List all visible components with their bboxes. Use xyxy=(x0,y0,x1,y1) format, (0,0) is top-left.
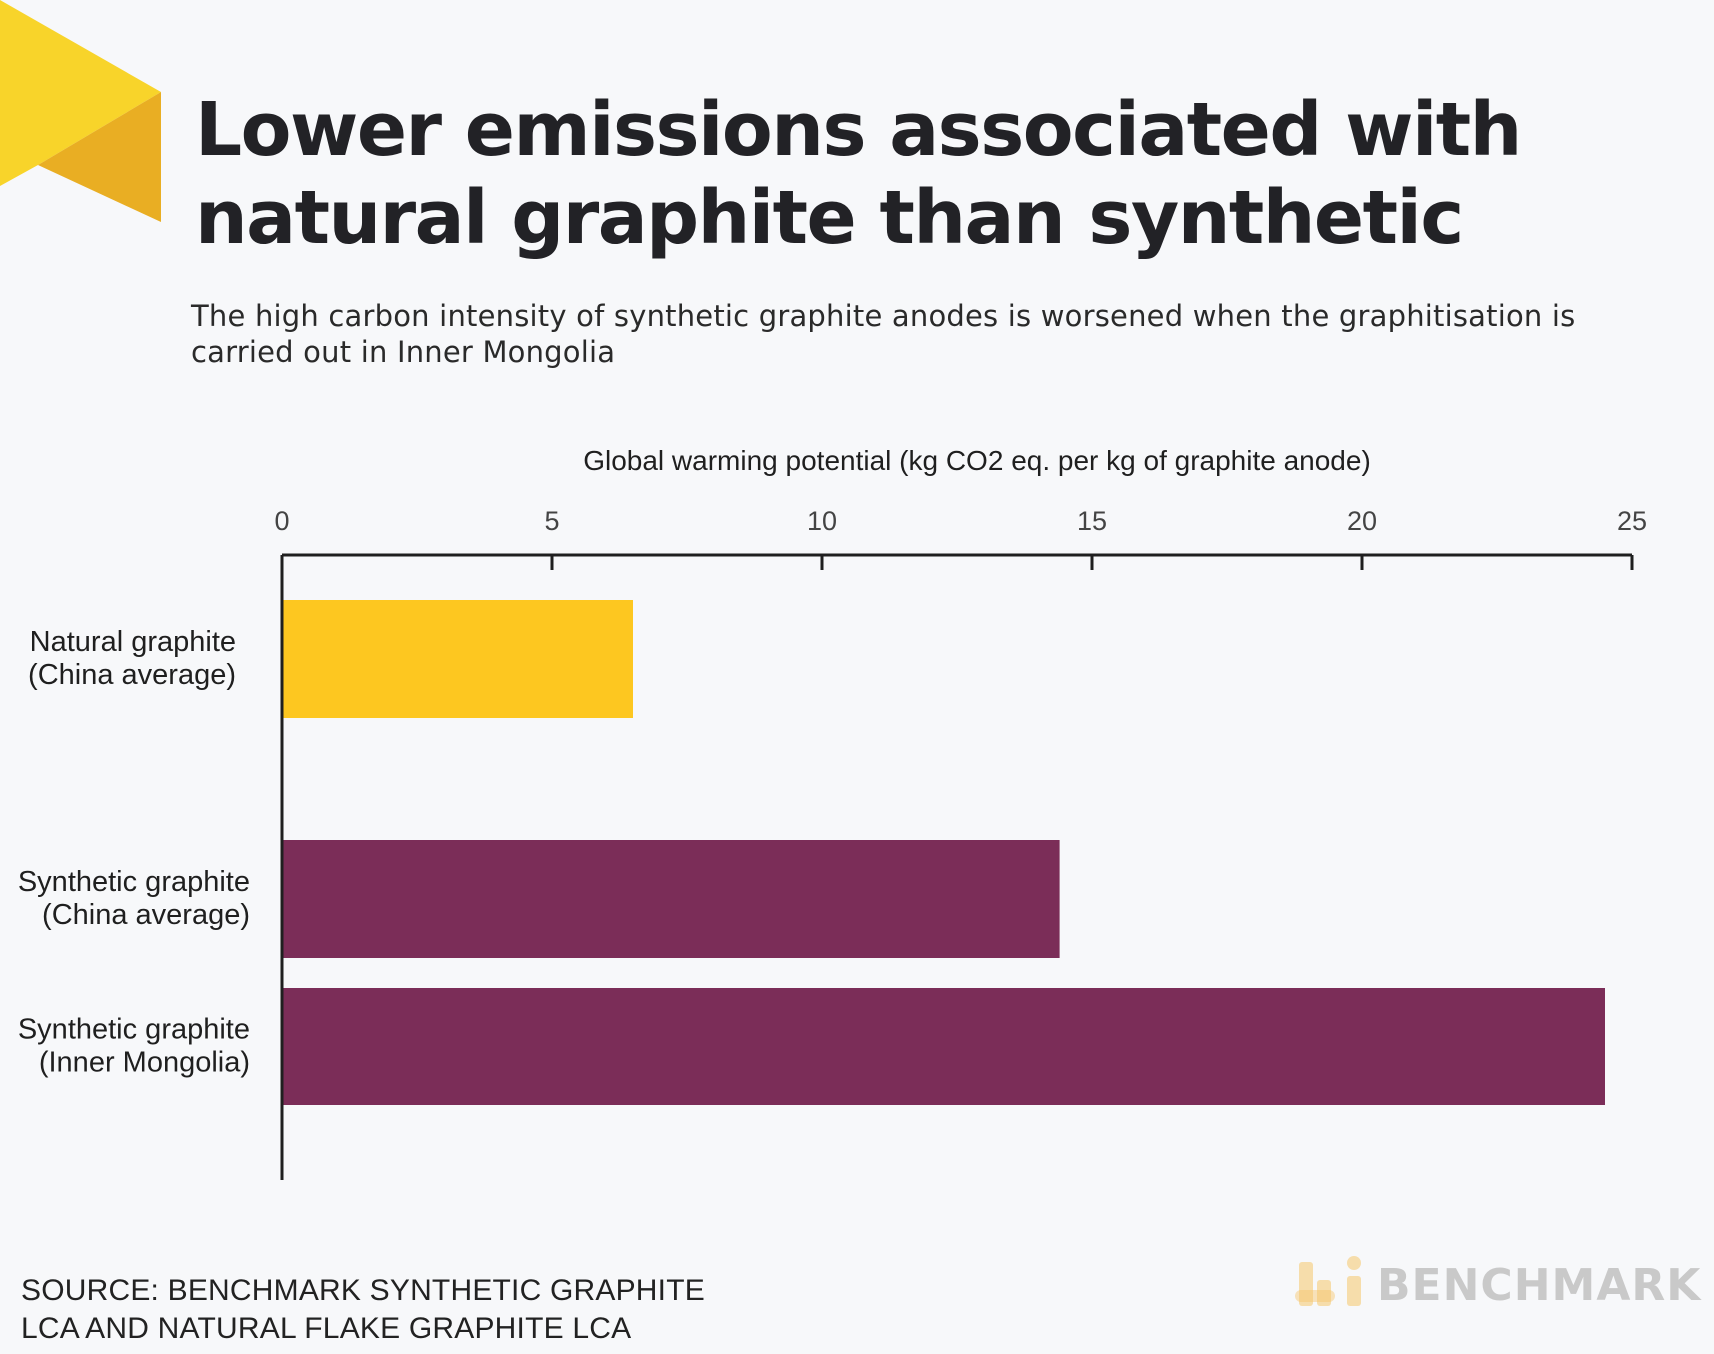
category-label-2-line-2: (China average) xyxy=(42,899,250,931)
deco-triangle-light xyxy=(0,0,161,186)
category-label-1-line-1: Natural graphite xyxy=(30,626,236,658)
category-label-3-line-1: Synthetic graphite xyxy=(18,1014,250,1046)
source-line-2: LCA AND NATURAL FLAKE GRAPHITE LCA xyxy=(21,1312,632,1345)
bar-3 xyxy=(283,988,1605,1105)
page-subtitle: The high carbon intensity of synthetic g… xyxy=(191,299,1576,369)
bar-1 xyxy=(283,600,633,718)
source-note: SOURCE: BENCHMARK SYNTHETIC GRAPHITE LCA… xyxy=(21,1272,705,1348)
bar-chart: Global warming potential (kg CO2 eq. per… xyxy=(18,445,1647,1180)
category-label-1-line-2: (China average) xyxy=(28,659,236,691)
corner-decoration xyxy=(0,0,161,222)
category-label-3-line-2: (Inner Mongolia) xyxy=(39,1047,250,1079)
x-axis-label: Global warming potential (kg CO2 eq. per… xyxy=(583,445,1371,476)
source-line-1: SOURCE: BENCHMARK SYNTHETIC GRAPHITE xyxy=(21,1274,705,1307)
x-tick-label-15: 15 xyxy=(1077,506,1107,536)
x-tick-label-5: 5 xyxy=(544,506,559,536)
brand-name: BENCHMARK xyxy=(1377,1259,1702,1311)
bar-2 xyxy=(283,840,1060,958)
category-label-2-line-1: Synthetic graphite xyxy=(18,866,250,898)
x-tick-label-20: 20 xyxy=(1347,506,1377,536)
x-tick-label-0: 0 xyxy=(274,506,289,536)
page-title: Lower emissions associated with natural … xyxy=(195,87,1522,261)
benchmark-logo-icon xyxy=(1295,1256,1361,1306)
x-tick-label-10: 10 xyxy=(807,506,837,536)
deco-triangle-dark xyxy=(38,92,161,222)
x-tick-label-25: 25 xyxy=(1617,506,1647,536)
brand-logo: BENCHMARK xyxy=(1295,1250,1701,1320)
